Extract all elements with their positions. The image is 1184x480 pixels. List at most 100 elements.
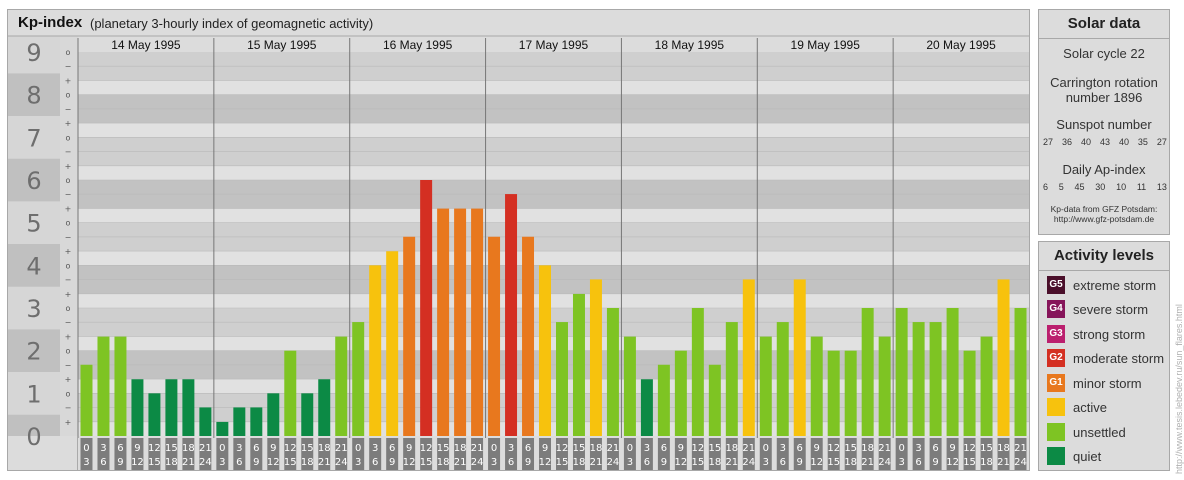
interval-start-label: 3 xyxy=(644,443,650,454)
interval-start-label: 18 xyxy=(182,443,195,454)
solar-data-panel: Solar data Solar cycle 22 Carrington rot… xyxy=(1038,9,1170,235)
y-minor-mark: − xyxy=(65,105,72,114)
interval-end-label: 24 xyxy=(607,457,620,468)
day-label: 15 May 1995 xyxy=(247,38,317,52)
interval-end-label: 9 xyxy=(389,457,395,468)
kp-bar xyxy=(963,350,976,436)
interval-start-label: 12 xyxy=(963,443,976,454)
interval-end-label: 18 xyxy=(708,457,721,468)
interval-start-label: 18 xyxy=(454,443,467,454)
y-tick-block xyxy=(8,36,60,74)
interval-start-label: 15 xyxy=(165,443,178,454)
interval-end-label: 15 xyxy=(148,457,161,468)
y-tick-label: 8 xyxy=(26,82,41,110)
interval-label-box xyxy=(589,438,602,470)
interval-label-box xyxy=(776,438,789,470)
level-band xyxy=(78,251,1029,266)
y-tick-block xyxy=(8,201,60,244)
interval-label-box xyxy=(793,438,806,470)
kp-bar xyxy=(912,322,925,436)
interval-end-label: 6 xyxy=(236,457,242,468)
interval-label-box xyxy=(97,438,110,470)
y-tick-label: 1 xyxy=(26,380,41,408)
kp-bar xyxy=(352,322,365,436)
kp-bar xyxy=(946,308,959,436)
interval-start-label: 0 xyxy=(763,443,769,454)
interval-start-label: 0 xyxy=(355,443,361,454)
interval-start-label: 9 xyxy=(814,443,820,454)
interval-label-box xyxy=(674,438,687,470)
interval-start-label: 15 xyxy=(844,443,857,454)
interval-label-box xyxy=(929,438,942,470)
interval-end-label: 21 xyxy=(454,457,467,468)
interval-label-box xyxy=(657,438,670,470)
interval-start-label: 6 xyxy=(661,443,667,454)
kp-bar xyxy=(759,336,772,436)
kp-bar xyxy=(488,236,501,436)
kp-bar xyxy=(776,322,789,436)
level-band xyxy=(78,165,1029,180)
kp-bar-chart: 0123456789+−o+−o+−o+−o+−o+−o+−o+−o+−o14 … xyxy=(8,35,1029,470)
interval-end-label: 9 xyxy=(932,457,938,468)
ap-values: 6 5 45 30 10 11 13 xyxy=(1043,182,1167,192)
interval-end-label: 3 xyxy=(898,457,904,468)
kp-bar xyxy=(1014,308,1027,436)
interval-end-label: 15 xyxy=(284,457,297,468)
interval-end-label: 9 xyxy=(797,457,803,468)
interval-label-box xyxy=(250,438,263,470)
level-band xyxy=(78,293,1029,308)
y-minor-mark: o xyxy=(66,48,71,57)
level-label: moderate storm xyxy=(1073,350,1165,366)
interval-end-label: 6 xyxy=(372,457,378,468)
interval-start-label: 21 xyxy=(607,443,620,454)
interval-start-label: 18 xyxy=(997,443,1010,454)
kp-bar xyxy=(878,336,891,436)
kp-bar xyxy=(386,251,399,436)
interval-start-label: 15 xyxy=(301,443,314,454)
interval-start-label: 3 xyxy=(236,443,242,454)
interval-end-label: 6 xyxy=(644,457,650,468)
kp-bar xyxy=(233,407,246,436)
interval-start-label: 12 xyxy=(148,443,161,454)
interval-end-label: 12 xyxy=(131,457,144,468)
interval-end-label: 12 xyxy=(403,457,416,468)
y-minor-mark: o xyxy=(66,91,71,100)
level-label: quiet xyxy=(1073,448,1102,464)
level-minor-storm: G1 minor storm xyxy=(1047,373,1142,393)
sunspot-value: 27 xyxy=(1156,137,1167,147)
kp-bar xyxy=(114,336,127,436)
interval-start-label: 21 xyxy=(335,443,348,454)
interval-label-box xyxy=(572,438,585,470)
interval-start-label: 21 xyxy=(199,443,212,454)
y-minor-mark: + xyxy=(65,418,72,427)
interval-start-label: 12 xyxy=(284,443,297,454)
sunspot-value: 40 xyxy=(1118,137,1129,147)
interval-label-box xyxy=(80,438,93,470)
interval-end-label: 21 xyxy=(182,457,195,468)
interval-label-box xyxy=(352,438,365,470)
kp-bar xyxy=(844,350,857,436)
interval-end-label: 24 xyxy=(742,457,755,468)
y-minor-mark: + xyxy=(65,247,72,256)
interval-start-label: 21 xyxy=(742,443,755,454)
interval-end-label: 24 xyxy=(878,457,891,468)
kp-bar xyxy=(725,322,738,436)
activity-levels-panel: Activity levels G5 extreme storm G4 seve… xyxy=(1038,241,1170,471)
interval-label-box xyxy=(114,438,127,470)
y-tick-block xyxy=(8,244,60,287)
y-minor-mark: − xyxy=(65,404,72,413)
source-link[interactable]: http://www.gfz-potsdam.de xyxy=(1053,214,1155,224)
interval-label-box xyxy=(284,438,297,470)
kp-bar xyxy=(454,208,467,436)
y-tick-block xyxy=(8,329,60,372)
y-tick-label: 2 xyxy=(26,338,41,366)
level-band xyxy=(78,421,1029,436)
interval-label-box xyxy=(963,438,976,470)
y-tick-block xyxy=(8,372,60,415)
level-swatch xyxy=(1047,423,1065,441)
interval-end-label: 15 xyxy=(556,457,569,468)
level-strong-storm: G3 strong storm xyxy=(1047,324,1145,344)
y-minor-mark: o xyxy=(66,347,71,356)
interval-start-label: 0 xyxy=(491,443,497,454)
kp-bar xyxy=(148,393,161,436)
